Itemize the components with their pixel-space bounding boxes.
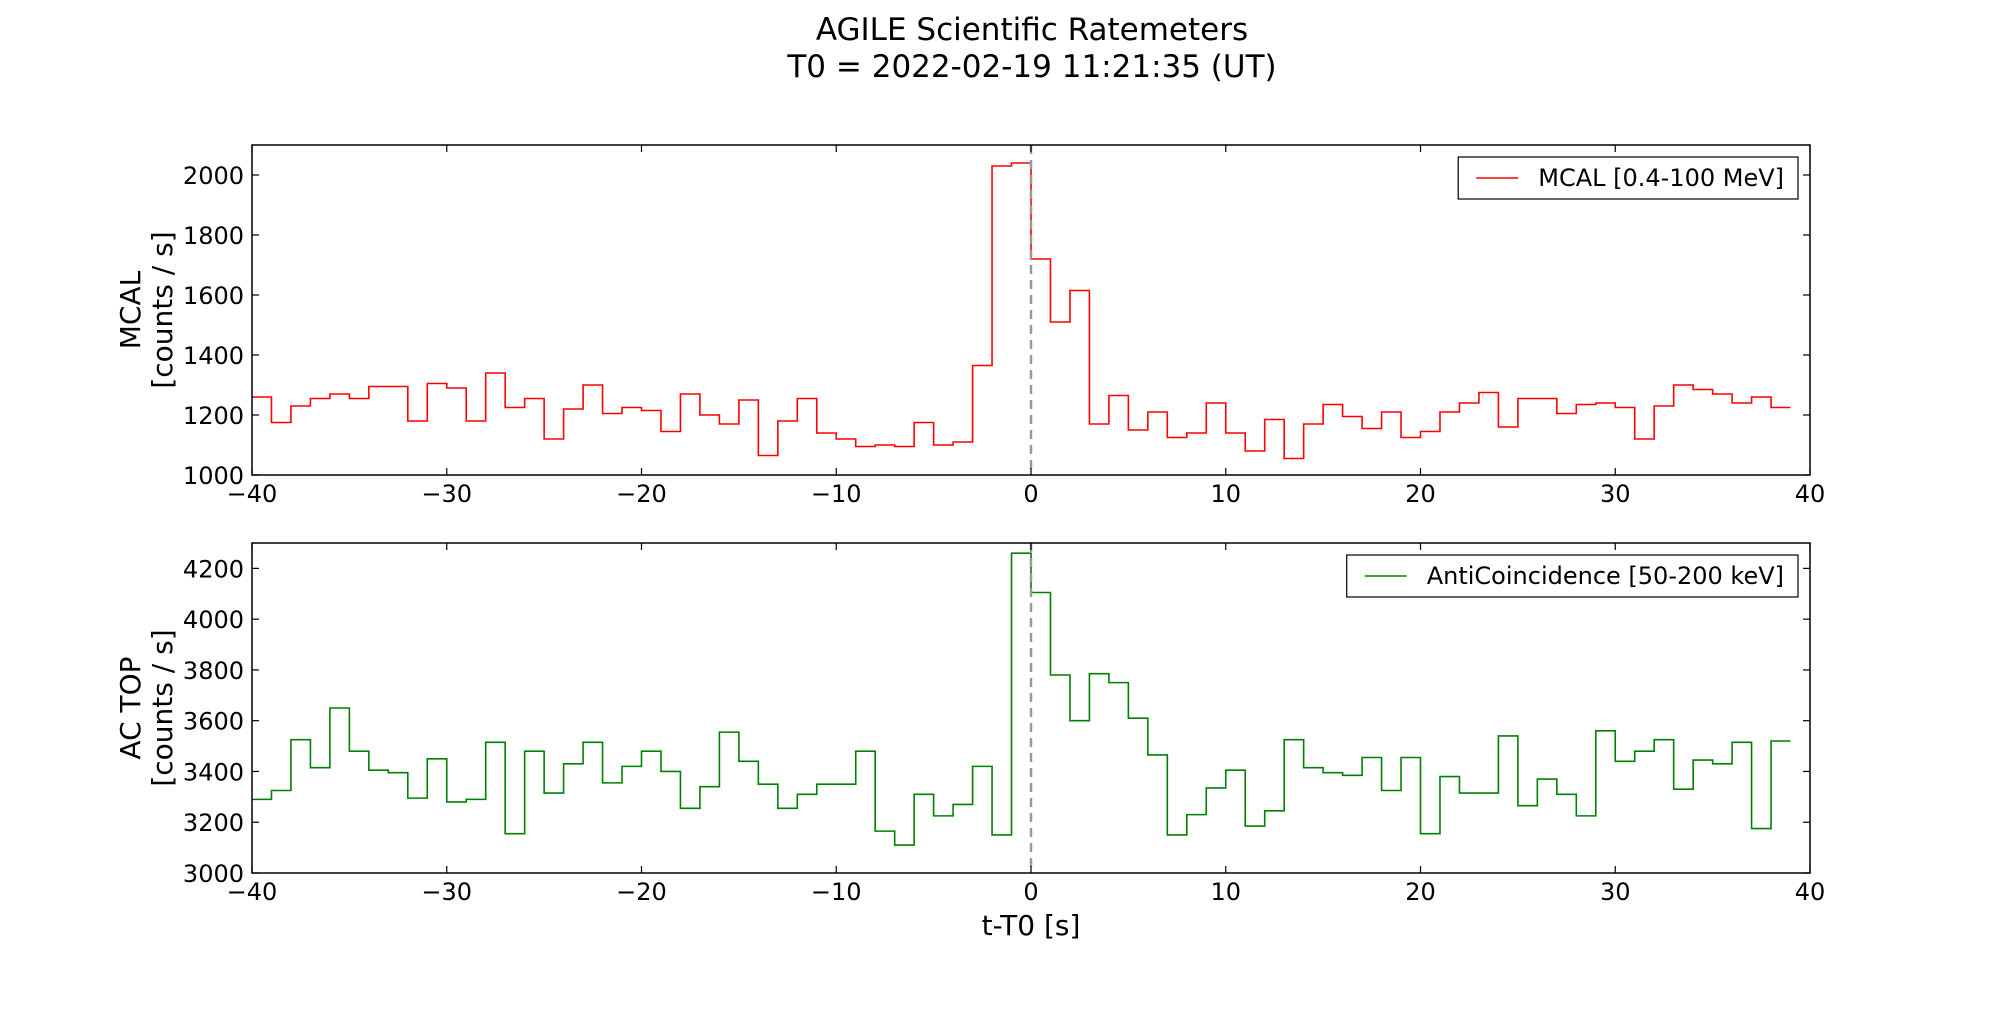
mcal-panel: −40 −30 −20 −10 0 10 20 30 40 1000 1200 1400 1600 180… xyxy=(114,144,1826,508)
ac-top-xlabel: t-T0 [s] xyxy=(982,909,1081,942)
mcal-ylabel-line2: [counts / s] xyxy=(146,231,179,388)
mcal-ytick-label: 1200 xyxy=(183,402,244,430)
ac-top-xtick-label: −30 xyxy=(421,878,472,906)
mcal-xtick-label: 0 xyxy=(1023,480,1038,508)
ac-top-xtick-label: −10 xyxy=(811,878,862,906)
ac-top-xtick-label: −40 xyxy=(227,878,278,906)
mcal-ytick-label: 1000 xyxy=(183,462,244,490)
ac-top-ytick-label: 3600 xyxy=(183,708,244,736)
ac-top-ytick-label: 4200 xyxy=(183,555,244,583)
mcal-xtick-label: 30 xyxy=(1600,480,1631,508)
figure-title-line1: AGILE Scientific Ratemeters xyxy=(816,12,1248,48)
ac-top-ytick-label: 3800 xyxy=(183,657,244,685)
mcal-xtick-label: −30 xyxy=(421,480,472,508)
mcal-ytick-label: 2000 xyxy=(183,162,244,190)
figure-title-line2: T0 = 2022-02-19 11:21:35 (UT) xyxy=(786,49,1276,85)
ac-top-ylabel-line1: AC TOP xyxy=(114,656,147,759)
ac-top-legend: AntiCoincidence [50-200 keV] xyxy=(1346,554,1799,598)
mcal-legend: MCAL [0.4-100 MeV] xyxy=(1457,156,1799,200)
mcal-xtick-label: 40 xyxy=(1795,480,1826,508)
ac-top-ylabel-line2: [counts / s] xyxy=(146,629,179,786)
mcal-legend-label: MCAL [0.4-100 MeV] xyxy=(1538,164,1784,192)
mcal-xtick-label: 20 xyxy=(1405,480,1436,508)
mcal-xtick-label: −10 xyxy=(811,480,862,508)
ac-top-legend-label: AntiCoincidence [50-200 keV] xyxy=(1427,562,1784,590)
mcal-ylabel-line1: MCAL xyxy=(114,270,147,349)
ac-top-legend-box xyxy=(1346,554,1799,598)
ac-top-series-line xyxy=(252,552,1791,846)
mcal-xtick-label: −40 xyxy=(227,480,278,508)
ac-top-xtick-label: 40 xyxy=(1795,878,1826,906)
ac-top-panel: −40 −30 −20 −10 0 10 20 30 40 3000 3200 3400 3600 380… xyxy=(114,542,1826,942)
ac-top-ytick-label: 3400 xyxy=(183,758,244,786)
ac-top-xtick-label: 20 xyxy=(1405,878,1436,906)
mcal-ytick-label: 1800 xyxy=(183,222,244,250)
ac-top-xtick-label: 0 xyxy=(1023,878,1038,906)
mcal-xtick-label: 10 xyxy=(1210,480,1241,508)
ac-top-xtick-label: −20 xyxy=(616,878,667,906)
mcal-ytick-label: 1400 xyxy=(183,342,244,370)
mcal-series-line xyxy=(252,162,1791,460)
mcal-ytick-label: 1600 xyxy=(183,282,244,310)
ac-top-xtick-label: 10 xyxy=(1210,878,1241,906)
mcal-xtick-label: −20 xyxy=(616,480,667,508)
ac-top-ytick-label: 3200 xyxy=(183,809,244,837)
ac-top-ytick-label: 4000 xyxy=(183,606,244,634)
ac-top-ytick-label: 3000 xyxy=(183,860,244,888)
ac-top-xtick-label: 30 xyxy=(1600,878,1631,906)
